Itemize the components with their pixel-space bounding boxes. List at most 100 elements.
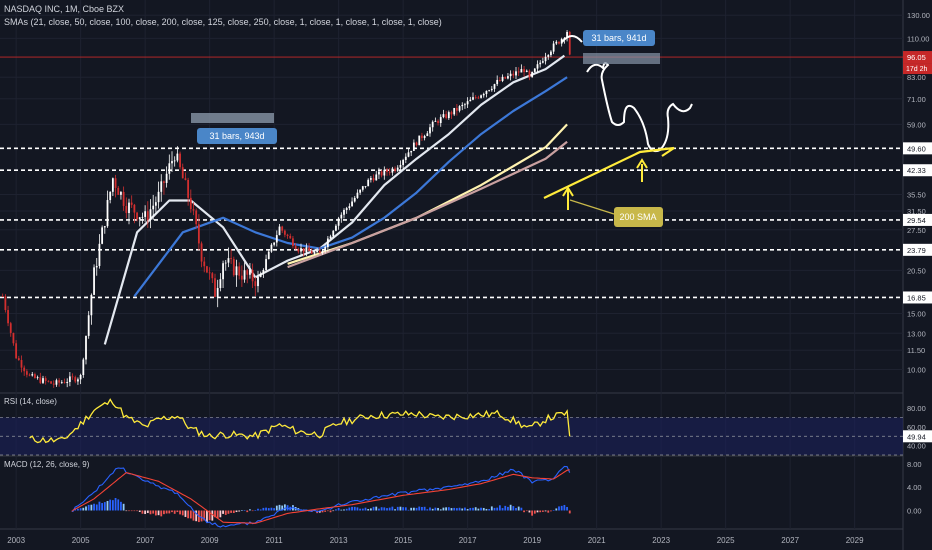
candle-body: [281, 226, 284, 231]
macd-histogram-bar: [520, 507, 523, 511]
price-axis-label: 71.00: [907, 95, 926, 104]
macd-histogram-bar: [541, 510, 544, 512]
macd-histogram-bar: [498, 505, 501, 511]
macd-histogram-bar: [509, 504, 512, 511]
candle-body: [407, 152, 410, 157]
macd-histogram-bar: [555, 508, 558, 511]
bars-label-1: 31 bars, 943d: [209, 131, 264, 141]
price-axis-label: 11.50: [907, 346, 925, 355]
macd-histogram-bar: [114, 497, 117, 511]
candle-body: [431, 121, 434, 128]
macd-histogram-bar: [369, 508, 372, 511]
candle-body: [12, 332, 15, 344]
time-tick-label: 2009: [201, 536, 219, 545]
macd-histogram-bar: [93, 503, 95, 511]
macd-histogram-bar: [348, 507, 351, 511]
candle-body: [197, 224, 200, 244]
macd-histogram-bar: [375, 506, 378, 511]
candle-body: [380, 171, 383, 176]
macd-histogram-bar: [552, 510, 555, 511]
candle-body: [141, 216, 144, 218]
candle-body: [566, 31, 568, 39]
candle-body: [283, 230, 286, 235]
macd-histogram-bar: [283, 504, 286, 511]
candle-body: [356, 192, 359, 198]
candle-body: [326, 238, 329, 248]
candle-body: [378, 171, 380, 175]
candle-body: [541, 61, 544, 63]
macd-histogram-bar: [206, 510, 208, 523]
price-axis-label: 23.79: [907, 246, 926, 255]
candle-body: [55, 380, 58, 385]
candle-body: [359, 189, 362, 193]
candle-body: [375, 174, 378, 181]
rsi-title: RSI (14, close): [4, 397, 57, 406]
macd-histogram-bar: [249, 509, 251, 511]
macd-histogram-bar: [146, 510, 149, 514]
macd-histogram-bar: [525, 510, 528, 512]
macd-histogram-bar: [407, 509, 410, 511]
candle-body: [74, 377, 77, 382]
price-axis-label: 31.50: [907, 207, 926, 216]
candle-body: [36, 377, 39, 379]
macd-histogram-bar: [539, 510, 542, 513]
bars-label-1-box[interactable]: [197, 128, 277, 144]
candle-body: [211, 273, 214, 279]
candle-body: [509, 73, 512, 77]
candle-body: [450, 112, 453, 115]
candle-body: [47, 380, 50, 382]
macd-histogram-bar: [442, 507, 445, 511]
macd-histogram-bar: [426, 509, 429, 511]
candle-body: [181, 167, 184, 179]
macd-histogram-bar: [171, 510, 173, 513]
macd-histogram-bar: [332, 510, 335, 512]
macd-histogram-bar: [485, 508, 488, 511]
candle-body: [184, 178, 187, 180]
candle-body: [15, 343, 18, 359]
candle-body: [109, 191, 112, 201]
hand-drawn-arrow: [562, 186, 574, 210]
macd-axis-label: 4.00: [907, 483, 922, 492]
macd-histogram-bar: [394, 509, 396, 511]
candle-body: [71, 376, 74, 378]
macd-histogram-bar: [512, 506, 515, 511]
hand-drawn-arrow: [636, 158, 648, 182]
sma-label-box[interactable]: [614, 207, 663, 227]
macd-histogram-bar: [361, 508, 364, 511]
candle-body: [485, 90, 488, 94]
hand-drawn-arc: [561, 35, 583, 43]
macd-histogram-bar: [111, 500, 114, 511]
candle-body: [547, 55, 550, 57]
bars-label-2: 31 bars, 941d: [591, 33, 646, 43]
macd-histogram-bar: [181, 510, 184, 516]
macd-histogram-bar: [130, 510, 133, 512]
macd-histogram-bar: [445, 507, 448, 511]
macd-histogram-bar: [493, 507, 496, 511]
macd-histogram-bar: [450, 508, 453, 511]
candle-body: [138, 217, 141, 220]
macd-histogram-bar: [208, 510, 211, 521]
bars-label-2-box[interactable]: [583, 30, 655, 46]
candle-body: [383, 169, 386, 176]
candle-body: [447, 112, 450, 119]
macd-histogram-bar: [195, 510, 198, 522]
time-tick-label: 2027: [781, 536, 799, 545]
candle-body: [133, 204, 136, 213]
candle-body: [316, 250, 319, 253]
candle-body: [367, 179, 370, 187]
macd-histogram-bar: [496, 507, 499, 511]
macd-histogram-bar: [257, 508, 259, 511]
candle-body: [157, 191, 160, 203]
macd-histogram-bar: [149, 510, 152, 515]
macd-histogram-bar: [364, 507, 367, 511]
candle-body: [348, 206, 351, 209]
macd-histogram-bar: [219, 510, 222, 518]
macd-histogram-bar: [388, 507, 391, 511]
price-axis-label: 27.50: [907, 226, 926, 235]
candle-body: [224, 262, 227, 264]
candle-body: [275, 235, 278, 243]
candle-body: [195, 210, 198, 225]
candle-body: [90, 294, 93, 316]
candle-body: [292, 238, 294, 247]
